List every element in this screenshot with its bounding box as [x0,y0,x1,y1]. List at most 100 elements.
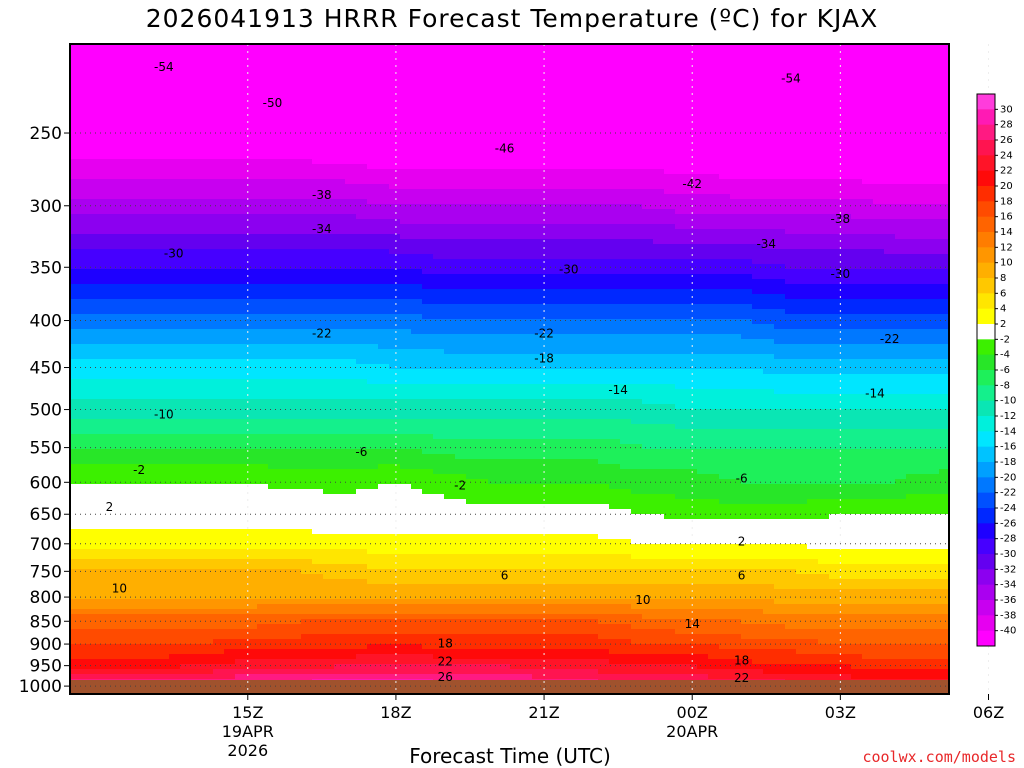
field-cell [356,204,368,210]
field-cell [125,434,137,440]
field-cell [202,644,214,650]
field-cell [444,559,456,565]
field-cell [224,204,236,210]
field-cell [125,164,137,170]
field-cell [400,169,412,175]
field-cell [389,234,401,240]
field-cell [268,374,280,380]
field-cell [345,624,357,630]
field-cell [345,424,357,430]
field-cell [158,254,170,260]
field-cell [235,549,247,555]
field-cell [180,514,192,520]
field-cell [235,319,247,325]
field-cell [345,344,357,350]
field-cell [103,279,115,285]
field-cell [488,179,500,185]
field-cell [279,109,291,115]
field-cell [147,604,159,610]
field-cell [334,244,346,250]
field-cell [411,209,423,215]
field-cell [213,259,225,265]
field-cell [411,459,423,465]
field-cell [345,409,357,415]
field-cell [422,474,434,480]
field-cell [191,79,203,85]
field-cell [103,599,115,605]
field-cell [147,599,159,605]
field-cell [147,664,159,670]
field-cell [389,184,401,190]
field-cell [301,634,313,640]
field-cell [444,369,456,375]
field-cell [433,354,445,360]
field-cell [444,179,456,185]
field-cell [103,534,115,540]
field-cell [477,534,489,540]
field-cell [202,464,214,470]
field-cell [389,364,401,370]
field-cell [147,654,159,660]
field-cell [213,49,225,55]
field-cell [70,579,82,585]
field-cell [301,674,313,680]
field-cell [136,654,148,660]
field-cell [367,334,379,340]
field-cell [323,529,335,535]
field-cell [70,374,82,380]
field-cell [301,609,313,615]
field-cell [257,584,269,590]
field-cell [213,279,225,285]
field-cell [389,299,401,305]
field-cell [279,244,291,250]
field-cell [114,364,126,370]
field-cell [268,479,280,485]
field-cell [312,469,324,475]
field-cell [257,159,269,165]
field-cell [301,564,313,570]
field-cell [378,189,390,195]
field-cell [312,74,324,80]
field-cell [444,54,456,60]
field-cell [180,249,192,255]
field-cell [213,599,225,605]
field-cell [224,379,236,385]
field-cell [279,284,291,290]
field-cell [444,424,456,430]
field-cell [389,44,401,50]
field-cell [114,44,126,50]
field-cell [268,169,280,175]
field-cell [103,459,115,465]
field-cell [323,644,335,650]
field-cell [422,359,434,365]
field-cell [433,649,445,655]
field-cell [70,249,82,255]
field-cell [367,484,379,490]
field-cell [202,489,214,495]
field-cell [378,469,390,475]
field-cell [191,654,203,660]
field-cell [444,284,456,290]
field-cell [323,629,335,635]
field-cell [279,609,291,615]
field-cell [246,214,258,220]
field-cell [70,294,82,300]
field-cell [213,244,225,250]
field-cell [378,394,390,400]
field-cell [92,329,104,335]
field-cell [367,214,379,220]
field-cell [466,304,478,310]
field-cell [279,174,291,180]
field-cell [389,384,401,390]
field-cell [92,99,104,105]
field-cell [378,334,390,340]
field-cell [345,244,357,250]
field-cell [433,239,445,245]
field-cell [378,509,390,515]
field-cell [114,579,126,585]
field-cell [422,354,434,360]
field-cell [378,569,390,575]
field-cell [257,414,269,420]
field-cell [411,54,423,60]
field-cell [114,414,126,420]
